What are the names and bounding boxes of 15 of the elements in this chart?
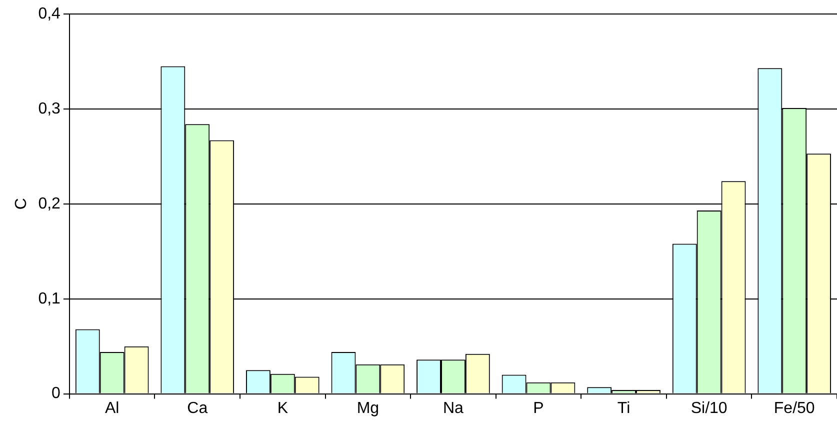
x-tick-label: Al — [104, 400, 120, 417]
x-tick-label: Ca — [187, 400, 208, 417]
y-axis-title: C — [13, 198, 30, 210]
y-tick-label: 0,3 — [38, 100, 61, 118]
x-tick-label: Mg — [356, 400, 380, 417]
x-tick-label: K — [277, 400, 288, 417]
y-tick-label: 0 — [52, 385, 61, 402]
x-tick-label: P — [533, 400, 544, 417]
x-tick-label: Ti — [617, 400, 630, 417]
x-tick-label: Fe/50 — [774, 400, 815, 417]
x-tick-label: Si/10 — [690, 400, 728, 417]
x-tick-label: Na — [442, 400, 464, 417]
y-tick-label: 0,4 — [38, 5, 61, 22]
y-tick-label: 0,1 — [38, 290, 61, 308]
y-tick-label: 0,2 — [38, 195, 61, 212]
